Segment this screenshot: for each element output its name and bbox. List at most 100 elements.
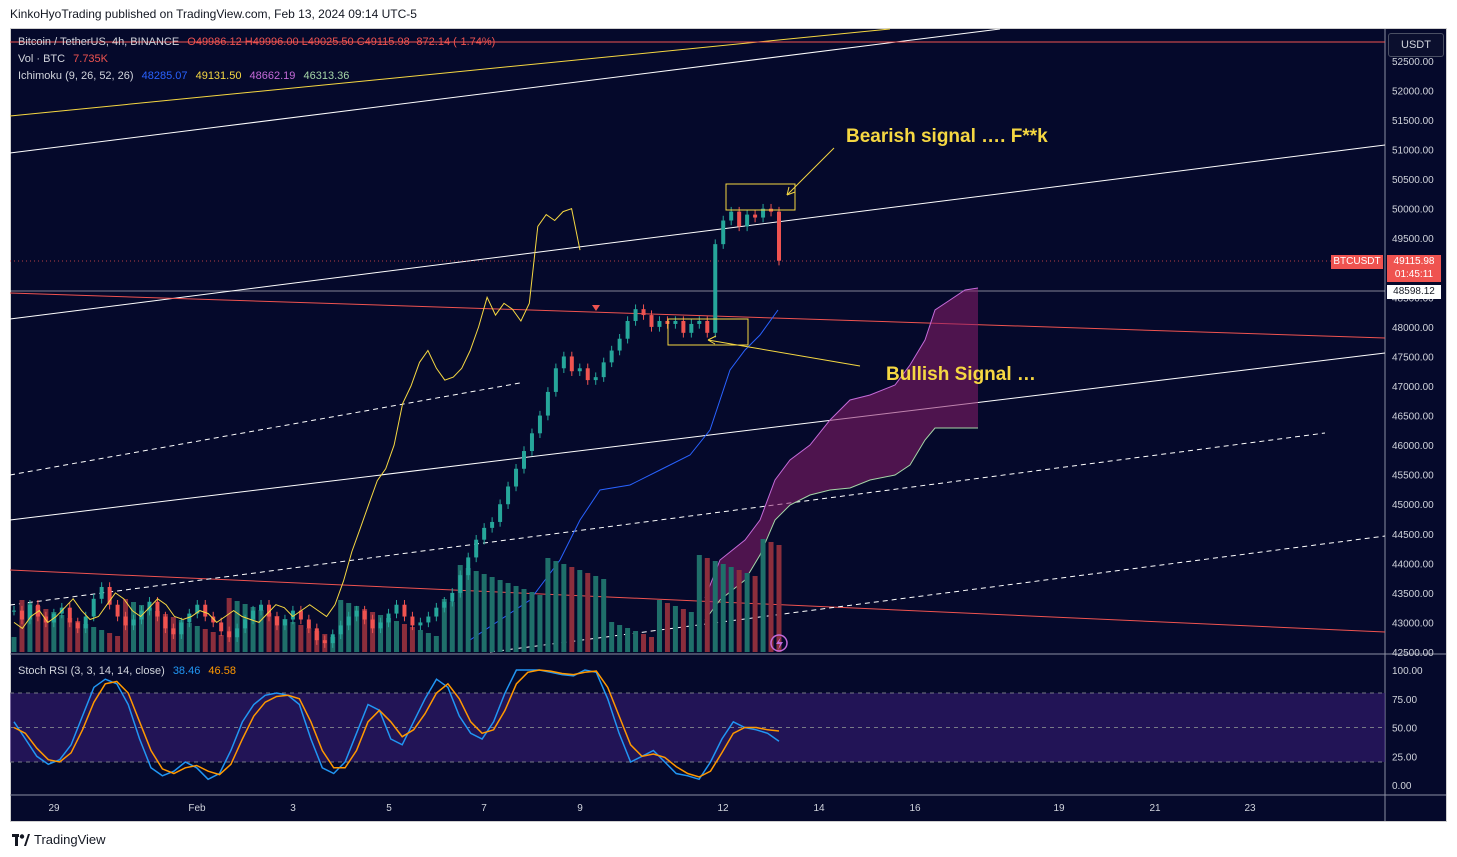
- candle-body: [593, 377, 598, 381]
- x-tick-label: 12: [717, 803, 729, 814]
- volume-bar: [11, 637, 17, 652]
- bullish-arrow: [707, 339, 861, 367]
- candle-body: [450, 592, 455, 602]
- y-tick-label: 52000.00: [1392, 86, 1434, 97]
- volume-bar: [425, 633, 431, 652]
- candle-body: [251, 610, 256, 620]
- volume-bar: [115, 636, 121, 652]
- x-tick-label: Feb: [188, 803, 206, 814]
- trend-line: [9, 432, 1326, 606]
- volume-bar: [688, 612, 694, 652]
- volume-bar: [59, 615, 65, 652]
- volume-bar: [226, 598, 232, 652]
- candle-body: [75, 622, 80, 629]
- candle-body: [506, 486, 511, 505]
- legend-ichimoku-lagging: 49131.50: [195, 70, 242, 82]
- price-tag-crosshair: 48598.12: [1387, 285, 1441, 299]
- volume-bar: [489, 577, 495, 652]
- ichimoku-lagging-span: [13, 208, 581, 630]
- legend-stoch-row: Stoch RSI (3, 3, 14, 14, close) 38.46 46…: [18, 665, 241, 677]
- candle-body: [609, 350, 614, 363]
- candle-body: [553, 368, 558, 392]
- footer-brand[interactable]: TradingView: [34, 832, 106, 847]
- annotation-bearish[interactable]: Bearish signal …. F**k: [846, 126, 1048, 147]
- y-tick-label: 45500.00: [1392, 471, 1434, 482]
- volume-bar: [19, 600, 25, 652]
- trend-line: [9, 28, 1001, 154]
- y-tick-label: 44000.00: [1392, 559, 1434, 570]
- volume-bar: [409, 627, 415, 652]
- candle-body: [306, 619, 311, 629]
- annotation-bullish[interactable]: Bullish Signal …: [886, 364, 1036, 385]
- candle-body: [434, 607, 439, 617]
- ichimoku-conversion-line: [469, 309, 779, 641]
- legend-ichimoku-label[interactable]: Ichimoku (9, 26, 52, 26): [18, 70, 134, 82]
- candle-body: [729, 211, 734, 221]
- candle-body: [753, 214, 758, 218]
- candle-body: [697, 320, 702, 324]
- candle-body: [195, 604, 200, 614]
- volume-bar: [433, 636, 439, 652]
- volume-bar: [728, 567, 734, 652]
- candle-body: [402, 604, 407, 617]
- candle-body: [737, 211, 742, 227]
- volume-bar: [210, 632, 216, 652]
- chart-frame[interactable]: [10, 28, 1447, 822]
- y-tick-label: 45000.00: [1392, 500, 1434, 511]
- stoch-tick-label: 25.00: [1392, 752, 1417, 763]
- candle-body: [657, 320, 662, 327]
- candle-body: [641, 309, 646, 316]
- trend-line: [9, 352, 1386, 521]
- x-tick-label: 19: [1053, 803, 1065, 814]
- candle-body: [259, 604, 264, 611]
- legend-stoch-label[interactable]: Stoch RSI (3, 3, 14, 14, close): [18, 665, 165, 677]
- price-tag-symbol: BTCUSDT: [1331, 255, 1383, 269]
- volume-bar: [664, 603, 670, 652]
- candle-body: [617, 338, 622, 351]
- down-marker-icon: [592, 305, 600, 311]
- volume-bar: [577, 570, 583, 652]
- volume-bar: [27, 603, 33, 652]
- candle-body: [267, 604, 271, 617]
- candle-body: [777, 211, 781, 261]
- candle-body: [147, 601, 152, 611]
- y-tick-label: 47000.00: [1392, 382, 1434, 393]
- candle-body: [362, 610, 367, 620]
- lightning-icon: [770, 634, 788, 652]
- ichimoku-lead-a-line: [704, 287, 979, 599]
- legend-vol-label[interactable]: Vol · BTC: [18, 53, 66, 65]
- currency-button[interactable]: USDT: [1388, 33, 1444, 57]
- stoch-tick-label: 100.00: [1392, 666, 1423, 677]
- legend-symbol-row: Bitcoin / TetherUS, 4h, BINANCE O49986.1…: [18, 36, 500, 48]
- candle-body: [474, 539, 479, 558]
- legend-vol-value: 7.735K: [73, 53, 109, 65]
- volume-bar: [354, 606, 360, 652]
- volume-bar: [274, 616, 280, 652]
- volume-bar: [51, 612, 57, 652]
- volume-bar: [154, 611, 160, 652]
- volume-bar: [417, 630, 423, 652]
- candle-body: [298, 610, 303, 620]
- volume-bar: [768, 542, 774, 652]
- candle-body: [131, 619, 136, 626]
- trend-line: [9, 382, 521, 476]
- volume-bar: [75, 621, 81, 652]
- x-tick-label: 14: [813, 803, 825, 814]
- trend-line: [489, 535, 1386, 653]
- candle-body: [346, 616, 351, 626]
- y-tick-label: 52500.00: [1392, 57, 1434, 68]
- candle-body: [761, 208, 766, 218]
- volume-bar: [465, 568, 471, 652]
- footer: TradingView: [12, 832, 106, 847]
- price-tag-last: 49115.98: [1387, 255, 1441, 269]
- volume-bar: [696, 555, 702, 652]
- candle-body: [545, 391, 550, 416]
- legend-symbol[interactable]: Bitcoin / TetherUS, 4h, BINANCE: [18, 36, 180, 48]
- x-tick-label: 9: [577, 803, 583, 814]
- y-tick-label: 48000.00: [1392, 323, 1434, 334]
- candle-body: [115, 604, 120, 617]
- volume-bar: [744, 573, 750, 652]
- candle-body: [689, 323, 694, 333]
- candle-body: [482, 527, 487, 540]
